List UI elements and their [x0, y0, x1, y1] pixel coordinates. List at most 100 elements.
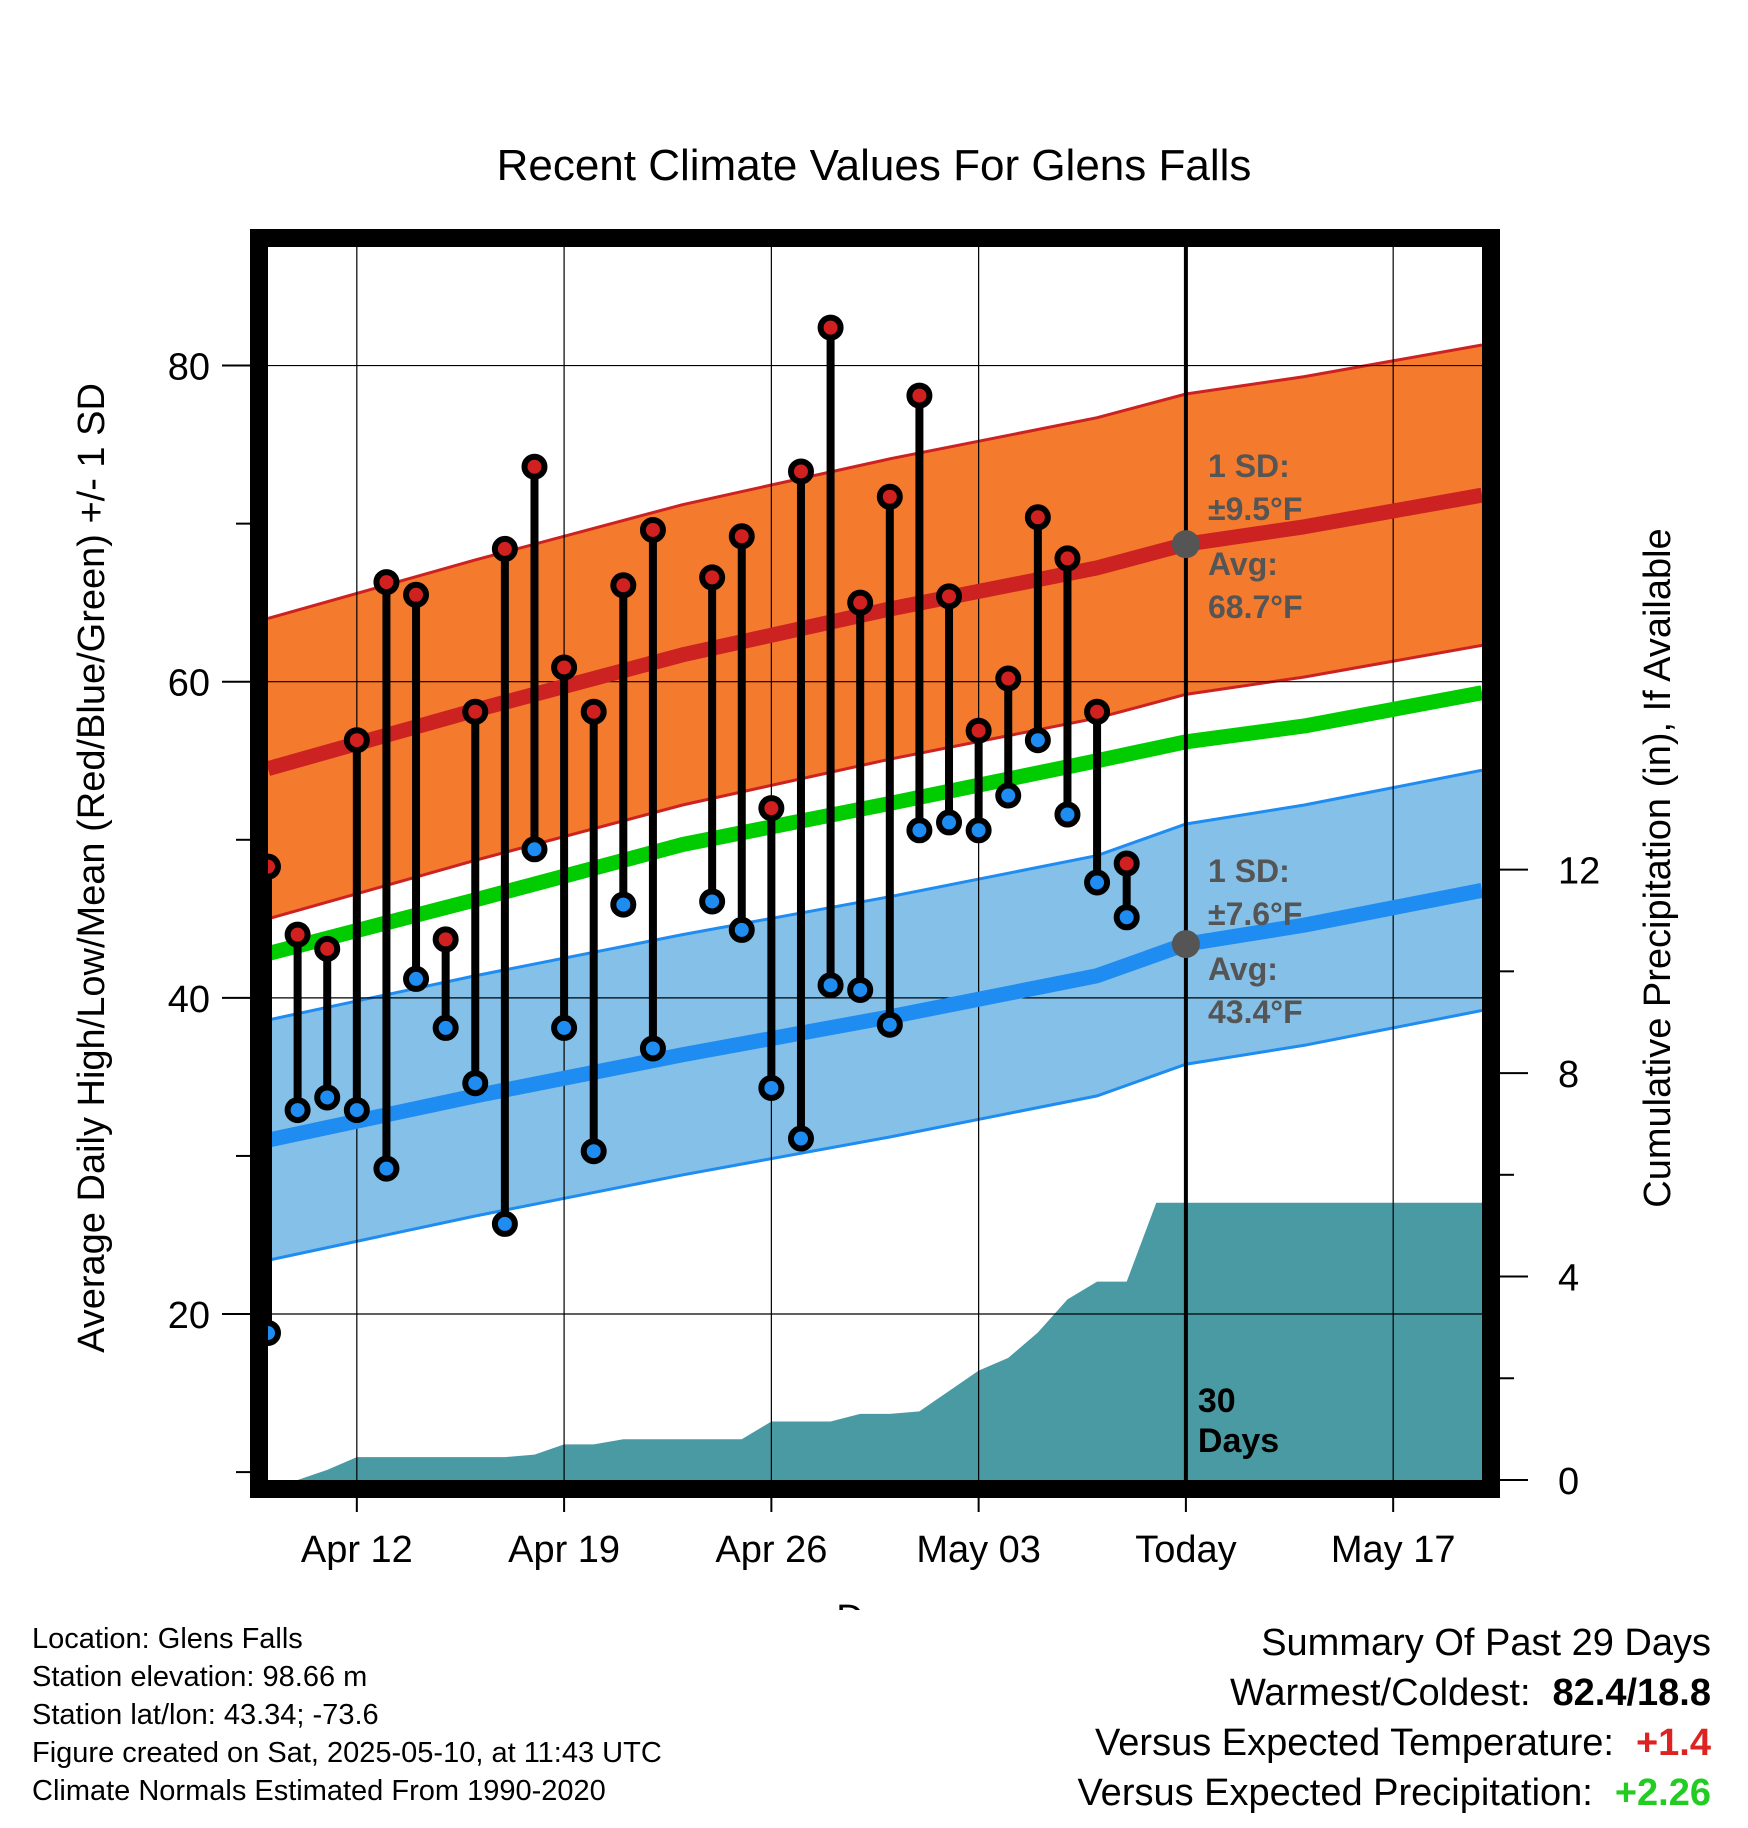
obs-high-point [639, 516, 666, 543]
obs-high-point [521, 453, 548, 480]
today-days-label: 30 Days [1198, 1382, 1279, 1460]
obs-high-point [876, 483, 903, 510]
obs-low-point [284, 1097, 311, 1124]
obs-high-point [403, 581, 430, 608]
x-tick-label: May 03 [916, 1529, 1041, 1571]
y-tick-label-left: 20 [168, 1295, 210, 1337]
today-avg-low-dot [1171, 930, 1200, 959]
obs-low-point [936, 809, 963, 836]
obs-high-point [728, 523, 755, 550]
y-tick-label-left: 60 [168, 663, 210, 705]
summary-temp-row: Versus Expected Temperature: +1.4 [1077, 1718, 1711, 1768]
x-tick-label: Apr 19 [508, 1529, 620, 1571]
obs-high-point [965, 717, 992, 744]
y-tick-label-right: 12 [1558, 851, 1600, 893]
high-sd-value: ±9.5°F [1208, 491, 1302, 527]
obs-low-point [1024, 727, 1051, 754]
low-band-upper-edge [268, 768, 1482, 1022]
obs-high-point [995, 665, 1022, 692]
obs-low-point [551, 1014, 578, 1041]
low-band-lower-edge [268, 1009, 1482, 1262]
low-avg-label: Avg: [1208, 951, 1278, 987]
obs-high-point [314, 935, 341, 962]
obs-high-point [699, 564, 726, 591]
climate-chart: Apr 12 Apr 19 Apr 26 May 03 Today May 17 20 40 6… [71, 141, 1679, 1610]
high-avg-label: Avg: [1208, 546, 1278, 582]
obs-low-point [906, 817, 933, 844]
high-band-lower-edge [268, 643, 1482, 921]
obs-high-point [373, 569, 400, 596]
obs-high-point [284, 921, 311, 948]
x-tick-label: Apr 12 [301, 1529, 413, 1571]
obs-high-point [343, 727, 370, 754]
today-marker [1171, 247, 1200, 1480]
summary-precip-row: Versus Expected Precipitation: +2.26 [1077, 1768, 1711, 1818]
high-sd-label: 1 SD: [1208, 448, 1290, 484]
obs-high-point [758, 795, 785, 822]
y-tick-label-right: 0 [1558, 1461, 1579, 1503]
obs-high-point [787, 458, 814, 485]
y-tick-label-left: 40 [168, 979, 210, 1021]
obs-high-point [610, 572, 637, 599]
summary-precip-value: +2.26 [1614, 1772, 1711, 1814]
obs-high-point [462, 698, 489, 725]
obs-high-point [817, 314, 844, 341]
x-tick-label: Today [1135, 1529, 1236, 1571]
obs-low-point [491, 1210, 518, 1237]
y-axis-right-label: Cumulative Precipitation (in), If Availa… [1637, 528, 1679, 1207]
summary-warmest-row: Warmest/Coldest: 82.4/18.8 [1077, 1668, 1711, 1718]
obs-low-point [1113, 904, 1140, 931]
obs-high-point [1054, 545, 1081, 572]
avg-high-line [268, 487, 1482, 776]
obs-low-point [1054, 801, 1081, 828]
obs-low-point [373, 1155, 400, 1182]
obs-high-point [847, 589, 874, 616]
summary-precip-label: Versus Expected Precipitation: [1077, 1772, 1593, 1814]
obs-low-point [521, 836, 548, 863]
today-avg-high-dot [1171, 530, 1200, 559]
obs-low-point [639, 1035, 666, 1062]
low-sd-label: 1 SD: [1208, 853, 1290, 889]
obs-high-point [906, 382, 933, 409]
summary-temp-label: Versus Expected Temperature: [1095, 1722, 1614, 1764]
obs-low-point [462, 1070, 489, 1097]
obs-high-point [936, 583, 963, 610]
avg-low-line [268, 883, 1482, 1148]
x-tick-label: Apr 26 [715, 1529, 827, 1571]
obs-high-point [432, 926, 459, 953]
obs-low-point [847, 976, 874, 1003]
obs-low-point [965, 817, 992, 844]
obs-high-point [580, 698, 607, 725]
summary-warmest-value: 82.4/18.8 [1552, 1672, 1711, 1714]
summary-temp-value: +1.4 [1635, 1722, 1711, 1764]
plot-border [250, 229, 1500, 1498]
precip-fill [297, 1202, 1482, 1480]
chart-title: Recent Climate Values For Glens Falls [497, 141, 1252, 190]
obs-low-point [610, 891, 637, 918]
mean-line [268, 685, 1482, 961]
summary-warmest-label: Warmest/Coldest: [1229, 1672, 1531, 1714]
info-created: Figure created on Sat, 2025-05-10, at 11… [32, 1737, 662, 1769]
obs-low-point [403, 965, 430, 992]
obs-high-point [1113, 850, 1140, 877]
obs-low-point [787, 1125, 814, 1152]
obs-low-point [699, 888, 726, 915]
x-axis-label: Day [836, 1598, 904, 1610]
x-tick-label: May 17 [1331, 1529, 1456, 1571]
station-info: Location: Glens Falls Station elevation:… [32, 1620, 662, 1810]
info-elevation: Station elevation: 98.66 m [32, 1661, 368, 1693]
high-sd-band [268, 345, 1482, 919]
high-avg-value: 68.7°F [1208, 589, 1303, 625]
obs-low-point [343, 1097, 370, 1124]
obs-low-point [995, 782, 1022, 809]
obs-low-point [817, 972, 844, 999]
daily-observations [255, 314, 1140, 1346]
obs-low-point [728, 916, 755, 943]
obs-high-point [1024, 504, 1051, 531]
obs-low-point [432, 1014, 459, 1041]
summary-panel: Summary Of Past 29 Days Warmest/Coldest:… [1077, 1618, 1711, 1818]
obs-high-point [1084, 698, 1111, 725]
info-location: Location: Glens Falls [32, 1623, 303, 1655]
obs-high-point [491, 535, 518, 562]
obs-low-point [580, 1138, 607, 1165]
